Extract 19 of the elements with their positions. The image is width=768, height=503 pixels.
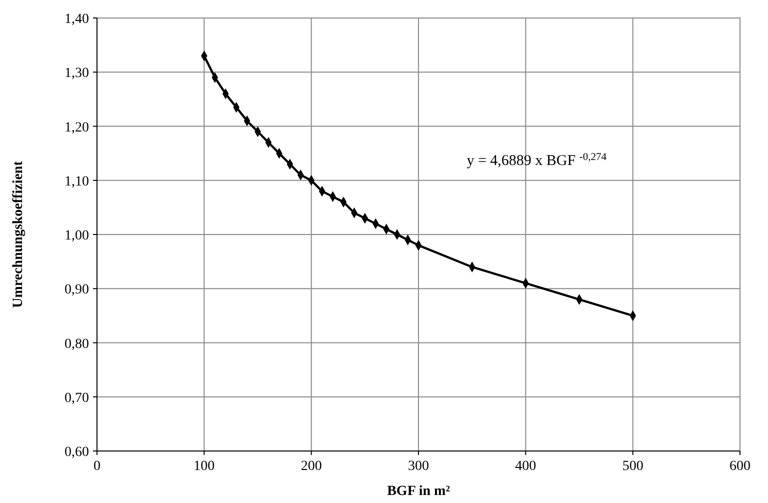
y-tick-label: 1,20 [64,120,89,136]
y-tick-label: 0,90 [64,282,89,298]
x-axis-title: BGF in m² [387,484,450,499]
y-tick-label: 0,70 [64,390,89,406]
y-tick-label: 1,30 [64,66,89,82]
x-tick-label: 600 [730,459,750,474]
x-tick-label: 0 [94,459,100,474]
annotation: y = 4,6889 x BGF $^{-0,274}$ [466,152,608,170]
y-axis-title: Umrechnungskoeffizient [11,160,26,308]
y-tick-label: 0,80 [64,336,89,352]
y-tick-label: 1,00 [64,228,89,244]
y-tick-label: 1,10 [64,174,89,190]
x-tick-label: 100 [194,459,215,474]
y-tick-label: 0,60 [64,445,89,460]
x-tick-label: 500 [622,459,644,474]
y-tick-label: 1,40 [64,12,89,27]
x-tick-label: 300 [408,459,429,474]
x-tick-label: 200 [300,459,322,474]
x-tick-label: 400 [515,459,536,474]
